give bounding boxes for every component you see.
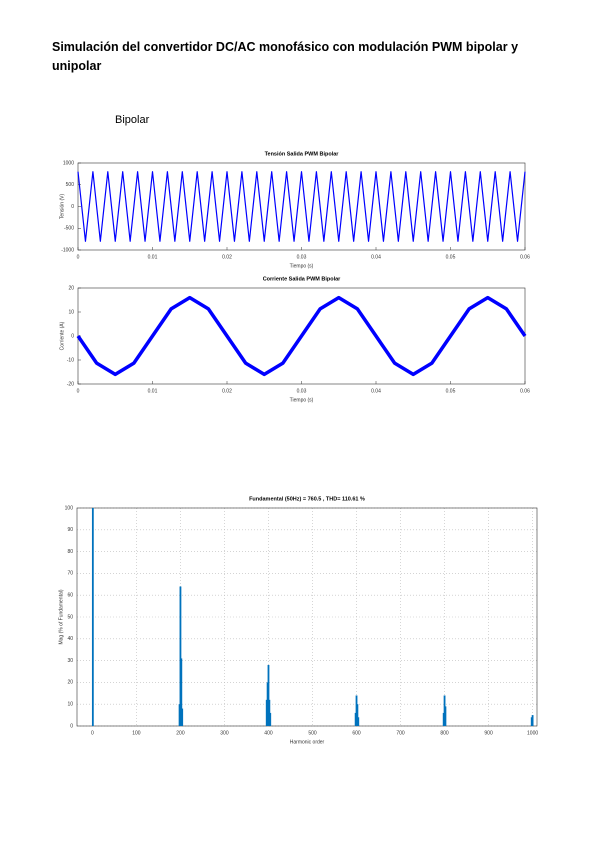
y-tick-label: 0 [71, 333, 74, 339]
x-tick-label: 1000 [527, 730, 538, 736]
x-tick-label: 0.05 [446, 388, 456, 394]
bar [181, 708, 184, 726]
x-tick-label: 0.03 [297, 254, 307, 260]
x-tick-label: 700 [396, 730, 405, 736]
y-tick-label: 30 [67, 658, 73, 664]
plot-frame [76, 507, 538, 727]
x-tick-label: 0.04 [371, 388, 381, 394]
x-axis-label: Harmonic order [290, 739, 325, 745]
x-tick-label: 0.01 [148, 388, 158, 394]
x-axis-label: Tiempo (s) [290, 263, 314, 269]
bar [269, 712, 272, 726]
x-tick-label: 0.06 [520, 388, 530, 394]
x-axis-label: Tiempo (s) [290, 397, 314, 403]
x-tick-label: 400 [264, 730, 273, 736]
y-tick-label: 1000 [63, 160, 74, 166]
chart-title: Tensión Salida PWM Bipolar [265, 151, 340, 157]
y-tick-label: -500 [64, 226, 74, 232]
x-tick-label: 300 [220, 730, 229, 736]
x-tick-label: 0 [77, 254, 80, 260]
y-tick-label: 0 [71, 204, 74, 210]
section-label: Bipolar [115, 114, 150, 126]
x-tick-label: 200 [176, 730, 185, 736]
bar [444, 706, 447, 726]
bar [357, 717, 360, 726]
y-tick-label: 10 [67, 702, 73, 708]
y-axis-label: Mag (% of Fundamental) [58, 589, 64, 644]
y-tick-label: 10 [68, 309, 74, 315]
y-axis-label: Tensión (V) [59, 194, 65, 220]
y-tick-label: 0 [70, 723, 73, 729]
x-tick-label: 0.06 [520, 254, 530, 260]
x-tick-label: 500 [308, 730, 317, 736]
x-tick-label: 0.04 [371, 254, 381, 260]
x-tick-label: 800 [440, 730, 449, 736]
bar [91, 508, 94, 726]
y-tick-label: -10 [67, 357, 74, 363]
chart-title: Corriente Salida PWM Bipolar [263, 276, 341, 282]
x-tick-label: 900 [484, 730, 493, 736]
y-tick-label: 80 [67, 549, 73, 555]
line-series [77, 171, 526, 242]
x-tick-label: 100 [132, 730, 141, 736]
y-tick-label: 50 [67, 614, 73, 620]
x-tick-label: 0.01 [148, 254, 158, 260]
y-tick-label: 20 [67, 680, 73, 686]
x-tick-label: 0 [91, 730, 94, 736]
chart-title: Fundamental (50Hz) = 760.5 , THD= 110.61… [249, 496, 365, 502]
line-series [76, 295, 527, 377]
x-tick-label: 0.05 [446, 254, 456, 260]
document-title: Simulación del convertidor DC/AC monofás… [52, 40, 519, 73]
bar [180, 658, 183, 726]
y-tick-label: 40 [67, 636, 73, 642]
y-tick-label: 90 [67, 527, 73, 533]
y-tick-label: 20 [68, 285, 74, 291]
y-tick-label: 500 [66, 182, 75, 188]
y-tick-label: 70 [67, 571, 73, 577]
x-tick-label: 0 [77, 388, 80, 394]
bar [356, 704, 359, 726]
y-tick-label: -1000 [61, 247, 74, 253]
x-tick-label: 0.02 [222, 254, 232, 260]
plot-frame [77, 162, 526, 251]
bar [531, 715, 534, 726]
x-tick-label: 0.03 [297, 388, 307, 394]
y-tick-label: -20 [67, 381, 74, 387]
bar [179, 586, 182, 726]
y-tick-label: 60 [67, 593, 73, 599]
title-box: Simulación del convertidor DC/AC monofás… [52, 40, 519, 73]
x-tick-label: 600 [352, 730, 361, 736]
y-axis-label: Corriente (A) [59, 321, 65, 350]
x-tick-label: 0.02 [222, 388, 232, 394]
bar [267, 664, 270, 726]
y-tick-label: 100 [65, 505, 74, 511]
